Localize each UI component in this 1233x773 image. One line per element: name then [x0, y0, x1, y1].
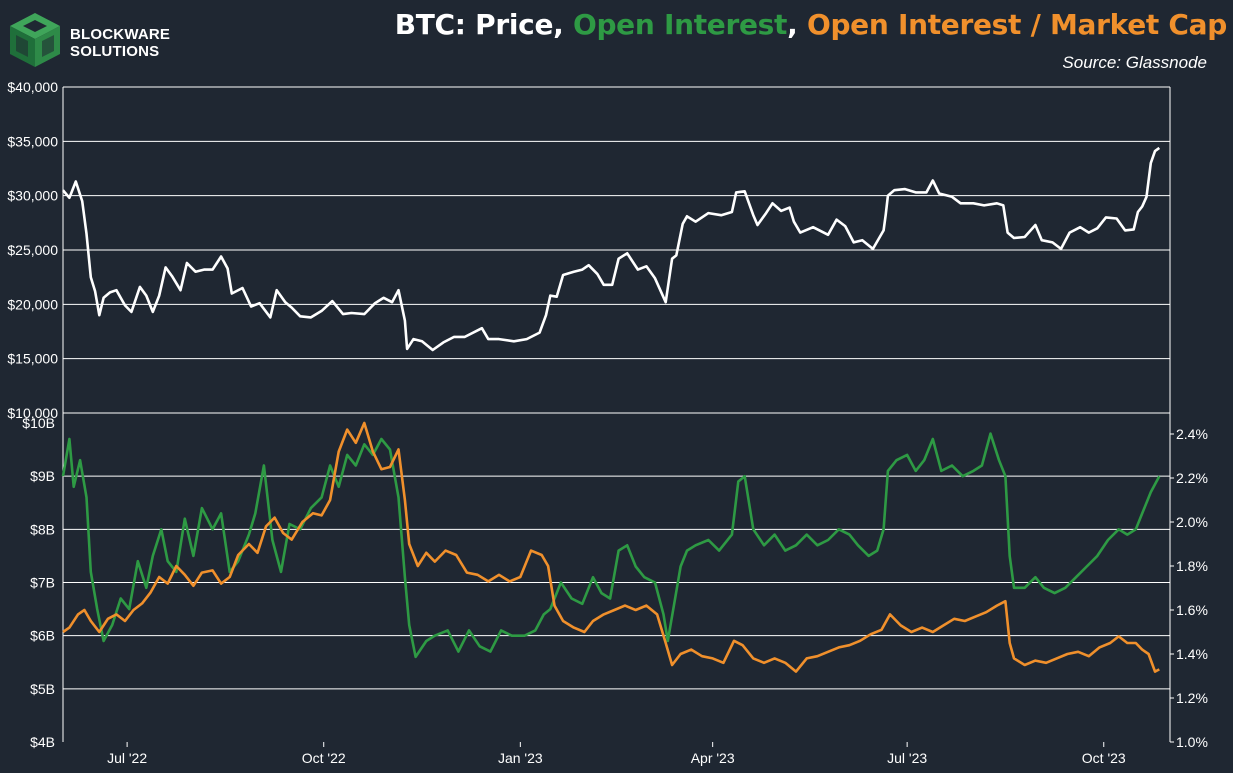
- brand-name-line2: SOLUTIONS: [70, 43, 160, 60]
- top-y-tick-label: $40,000: [7, 79, 58, 95]
- top-y-tick-label: $25,000: [7, 242, 58, 258]
- x-tick-label: Oct '23: [1082, 750, 1126, 766]
- axis-labels: $10,000 $15,000 $20,000 $25,000 $30,000 $35,0…: [7, 79, 1208, 766]
- right-y-tick-label: 1.0%: [1176, 734, 1208, 750]
- top-panel-grid: [63, 86, 1170, 360]
- right-y-tick-label: 2.4%: [1176, 426, 1208, 442]
- brand-name-line1: BLOCKWARE: [70, 26, 171, 43]
- x-tick-label: Jul '23: [887, 750, 927, 766]
- right-y-tick-label: 1.2%: [1176, 690, 1208, 706]
- left-y-tick-label: $4B: [30, 734, 55, 750]
- x-tick-label: Jan '23: [498, 750, 543, 766]
- left-y-tick-label: $9B: [30, 468, 55, 484]
- blockware-cube-icon: [10, 13, 60, 67]
- logo-cube-right-inner: [42, 35, 54, 57]
- chart-title: BTC: Price, Open Interest, Open Interest…: [394, 8, 1228, 41]
- right-y-tick-label: 1.4%: [1176, 646, 1208, 662]
- right-y-tick-label: 2.0%: [1176, 514, 1208, 530]
- left-y-tick-label: $5B: [30, 681, 55, 697]
- left-y-tick-label: $10B: [22, 415, 55, 431]
- title-separator-1: ,: [553, 8, 573, 41]
- top-y-tick-label: $20,000: [7, 296, 58, 312]
- right-y-tick-label: 1.6%: [1176, 602, 1208, 618]
- top-y-tick-label: $35,000: [7, 133, 58, 149]
- series-price-line: [62, 146, 1161, 352]
- x-tick-label: Oct '22: [302, 750, 346, 766]
- series-layer: [61, 146, 1161, 673]
- series-oi-mcap-line: [62, 421, 1160, 673]
- right-y-tick-label: 2.2%: [1176, 470, 1208, 486]
- left-y-tick-label: $8B: [30, 521, 55, 537]
- source-note: Source: Glassnode: [1062, 53, 1207, 72]
- left-y-tick-label: $6B: [30, 628, 55, 644]
- top-y-tick-label: $15,000: [7, 351, 58, 367]
- top-y-tick-label: $10,000: [7, 405, 58, 421]
- chart-frame: [62, 87, 1171, 742]
- series-open-interest-line: [61, 432, 1161, 659]
- bottom-panel-grid: [63, 475, 1170, 690]
- top-y-tick-label: $30,000: [7, 188, 58, 204]
- logo-cube-top-inner: [23, 20, 47, 32]
- title-oi-mcap: Open Interest / Market Cap: [806, 8, 1227, 41]
- x-tick-label: Apr '23: [691, 750, 735, 766]
- brand-logo: BLOCKWARE SOLUTIONS: [6, 10, 196, 70]
- title-open-interest: Open Interest: [572, 8, 788, 41]
- title-price: BTC: Price: [394, 8, 554, 41]
- x-tick-label: Jul '22: [107, 750, 147, 766]
- logo-cube-left-inner: [16, 35, 28, 57]
- right-y-tick-label: 1.8%: [1176, 558, 1208, 574]
- left-y-tick-label: $7B: [30, 575, 55, 591]
- title-separator-2: ,: [787, 8, 807, 41]
